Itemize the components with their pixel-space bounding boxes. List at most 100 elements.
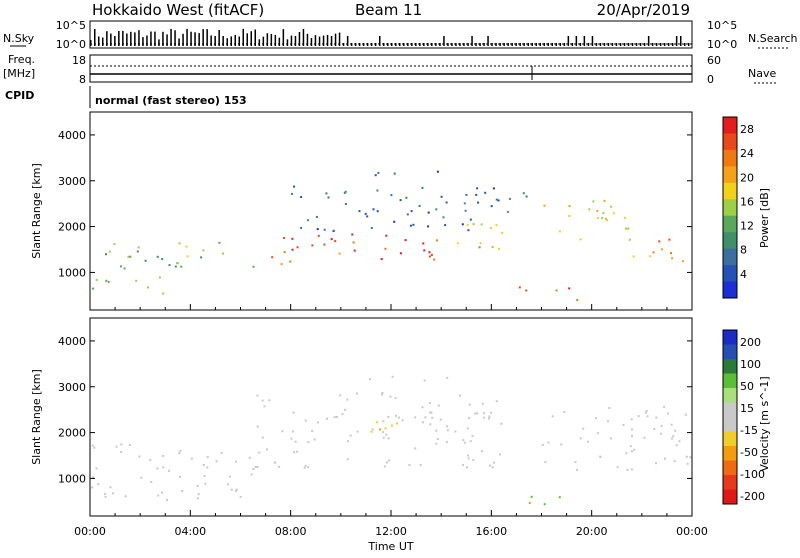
velocity-cell — [673, 460, 676, 463]
power-cell — [501, 231, 504, 234]
power-cell — [469, 218, 472, 221]
time-tick-label: 20:00 — [576, 525, 608, 538]
velocity-cell — [202, 464, 205, 466]
power-cell — [405, 196, 408, 199]
nsky-bar — [90, 40, 92, 46]
velocity-cell — [446, 376, 449, 379]
power-ytick-label: 4000 — [58, 129, 86, 142]
power-colorbar-segment — [723, 133, 737, 151]
nsky-bar — [198, 33, 200, 46]
power-cell — [271, 256, 274, 259]
velocity-cell — [203, 474, 206, 477]
power-cell — [384, 247, 387, 250]
nsky-bar — [680, 36, 682, 46]
velocity-cell — [446, 429, 449, 432]
velocity-cell — [626, 469, 629, 471]
time-tick-label: 12:00 — [375, 525, 407, 538]
power-cell — [120, 265, 122, 268]
nsky-bar — [684, 43, 686, 46]
velocity-cell — [292, 411, 295, 414]
velocity-cell — [625, 452, 628, 455]
velocity-cell — [307, 466, 310, 469]
velocity-cell — [346, 398, 349, 401]
power-cell — [332, 230, 335, 233]
power-cell — [366, 215, 369, 218]
nsky-bar — [475, 43, 477, 46]
velocity-cell — [161, 491, 163, 494]
power-cell — [612, 212, 615, 215]
power-cell — [283, 251, 286, 254]
power-cell — [399, 199, 402, 202]
power-cell — [435, 208, 438, 211]
power-cell — [325, 192, 328, 195]
power-colorbar-frame — [722, 116, 738, 299]
nsky-bar — [539, 43, 541, 46]
nsky-bar — [230, 36, 232, 46]
nsky-bar — [535, 43, 537, 46]
power-cell — [508, 197, 511, 200]
power-cell — [418, 204, 421, 207]
velocity-cell — [543, 503, 546, 506]
velocity-colorbar-segment — [723, 431, 737, 447]
velocity-cell — [483, 412, 486, 415]
nsky-bar — [266, 33, 269, 46]
power-cell — [492, 187, 495, 190]
velocity-cell — [576, 468, 579, 471]
power-cell — [107, 280, 110, 283]
velocity-cell — [104, 492, 107, 495]
power-cell — [161, 258, 164, 261]
velocity-cell — [313, 438, 316, 441]
velocity-cell — [655, 416, 658, 419]
time-tick-label: 04:00 — [174, 525, 206, 538]
velocity-ytick-label: 1000 — [58, 472, 86, 485]
nsky-bar — [567, 36, 570, 46]
power-cell — [291, 248, 294, 251]
power-cell — [353, 249, 356, 252]
velocity-cell — [655, 462, 657, 465]
velocity-cell — [383, 465, 386, 468]
velocity-cell — [368, 378, 371, 381]
velocity-cell — [483, 416, 486, 419]
power-cell — [433, 258, 436, 261]
power-cell — [671, 257, 674, 260]
power-cell — [300, 226, 303, 229]
nsky-bar — [511, 43, 513, 46]
velocity-cell — [227, 483, 230, 486]
velocity-colorbar-tick: 200 — [740, 336, 761, 349]
velocity-panel: 1000 2000 3000 4000 Slant Range [km] 200 100… — [30, 317, 771, 517]
velocity-cell — [120, 451, 123, 453]
power-cell — [463, 202, 466, 205]
power-cell — [123, 267, 126, 270]
power-cell — [186, 255, 189, 258]
nsky-bar — [222, 36, 224, 46]
velocity-cell — [156, 467, 159, 470]
velocity-cell — [140, 476, 143, 479]
nsky-bar — [479, 43, 481, 46]
power-cell — [479, 242, 482, 245]
nsky-bar — [206, 29, 208, 46]
nsky-bar — [623, 43, 626, 46]
velocity-cell — [631, 434, 633, 437]
power-cell — [330, 238, 333, 241]
time-tick-label: 08:00 — [275, 525, 307, 538]
nsearch-tick-top: 10^5 — [707, 19, 737, 32]
velocity-colorbar-tick: 100 — [740, 358, 761, 371]
nsky-bar — [178, 38, 180, 46]
power-colorbar-tick: 20 — [740, 171, 754, 184]
velocity-cell — [685, 455, 688, 458]
velocity-cell — [435, 429, 438, 432]
velocity-cell — [431, 416, 434, 419]
power-cell — [442, 216, 445, 219]
freq-label: Freq. — [8, 53, 35, 66]
velocity-colorbar-tick: 15 — [740, 402, 754, 415]
nsky-bar — [158, 39, 160, 46]
nsky-bar — [583, 36, 586, 46]
nsky-bar — [310, 38, 313, 46]
power-cell — [555, 289, 558, 292]
power-colorbar-segment — [723, 199, 737, 217]
velocity-cell — [375, 421, 378, 424]
power-colorbar-segment — [723, 281, 737, 299]
nsky-bar — [110, 33, 112, 46]
velocity-cell — [462, 463, 465, 466]
velocity-cell — [574, 461, 577, 464]
